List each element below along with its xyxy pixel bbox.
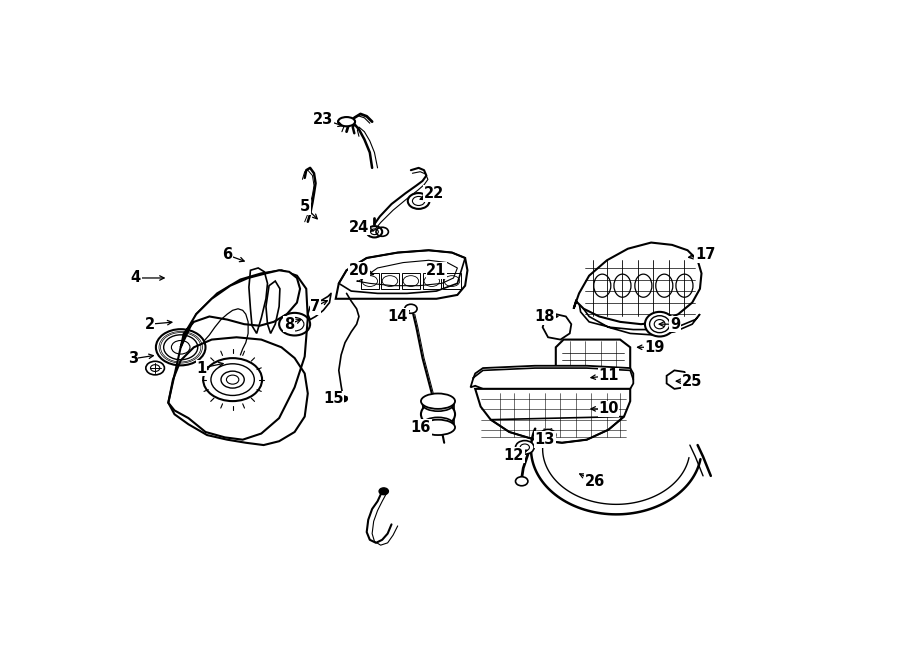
Text: 15: 15 [323, 391, 344, 407]
Text: 6: 6 [222, 247, 232, 262]
Ellipse shape [645, 312, 674, 336]
Polygon shape [181, 270, 300, 347]
Polygon shape [336, 251, 467, 299]
Text: 26: 26 [584, 474, 605, 488]
Text: 4: 4 [130, 270, 140, 286]
Circle shape [540, 430, 556, 441]
Text: 18: 18 [535, 309, 555, 324]
Text: 24: 24 [349, 219, 369, 235]
Polygon shape [573, 243, 701, 324]
Text: 22: 22 [424, 186, 445, 201]
Ellipse shape [338, 117, 356, 126]
Polygon shape [667, 370, 688, 389]
Circle shape [516, 441, 534, 454]
Text: 2: 2 [145, 317, 155, 332]
Polygon shape [556, 340, 630, 383]
Text: 20: 20 [349, 263, 369, 278]
Ellipse shape [421, 393, 455, 409]
Text: 10: 10 [598, 401, 619, 416]
Polygon shape [475, 389, 630, 443]
Text: 21: 21 [427, 263, 446, 278]
Text: 16: 16 [410, 420, 431, 435]
Ellipse shape [421, 420, 455, 435]
Polygon shape [579, 303, 700, 335]
Circle shape [421, 402, 455, 427]
Circle shape [516, 477, 528, 486]
Text: 11: 11 [598, 368, 619, 383]
Circle shape [379, 488, 389, 494]
Text: 9: 9 [670, 317, 680, 332]
Text: 7: 7 [310, 299, 320, 314]
Circle shape [339, 396, 347, 402]
Text: 25: 25 [682, 373, 702, 389]
Text: 17: 17 [695, 247, 716, 262]
Text: 12: 12 [504, 447, 524, 463]
Text: 13: 13 [535, 432, 555, 447]
Text: 3: 3 [128, 352, 138, 366]
Text: 8: 8 [284, 317, 294, 332]
Polygon shape [168, 270, 308, 440]
Ellipse shape [422, 397, 454, 411]
Text: 5: 5 [300, 199, 310, 214]
Ellipse shape [422, 417, 454, 431]
Polygon shape [471, 366, 634, 389]
Text: 23: 23 [313, 112, 333, 127]
Polygon shape [543, 314, 572, 340]
Text: 14: 14 [388, 309, 408, 324]
Text: 19: 19 [644, 340, 665, 355]
Text: 1: 1 [196, 360, 207, 375]
